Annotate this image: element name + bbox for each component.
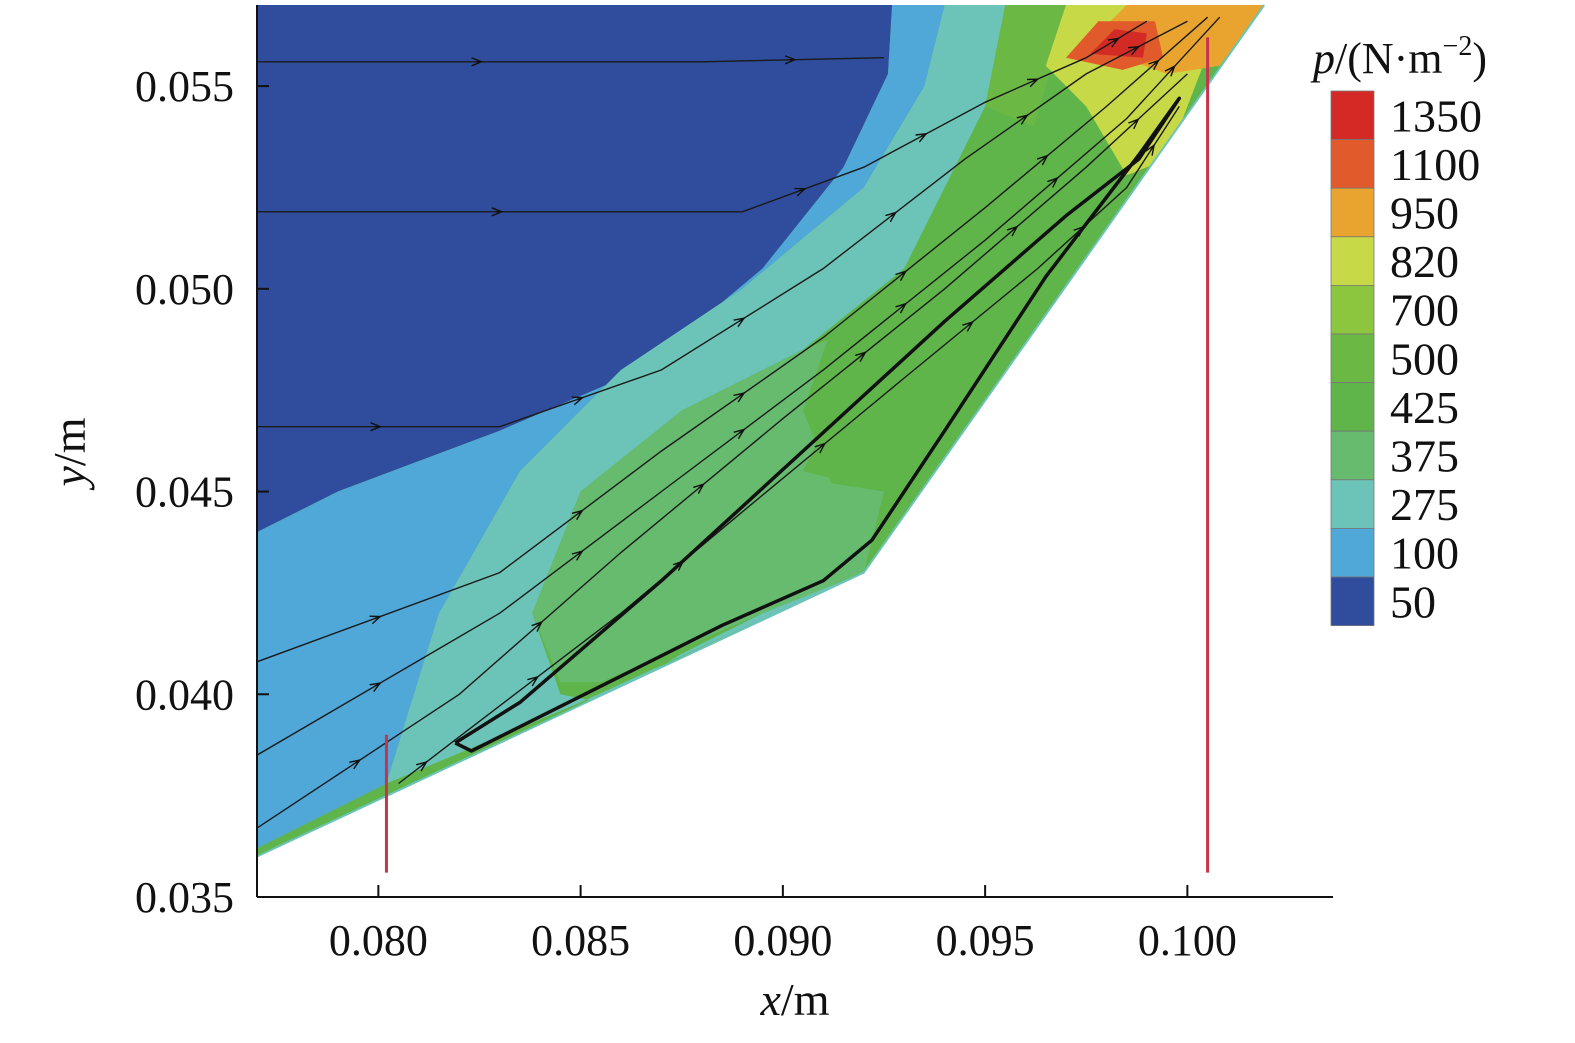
- streamline-5: [257, 16, 1221, 756]
- y-ticks: 0.035 0.040 0.045 0.050 0.055: [135, 62, 269, 922]
- streamline-arrow: [355, 761, 358, 763]
- legend-label-425: 425: [1390, 382, 1459, 433]
- legend-label-500: 500: [1390, 333, 1459, 384]
- streamline-arrow: [422, 763, 425, 765]
- streamline-arrow: [1151, 147, 1153, 150]
- contour-region-275: [386, 5, 1006, 784]
- y-tick-label: 0.045: [135, 468, 234, 517]
- legend-label-820: 820: [1390, 236, 1459, 287]
- streamline-arrow: [891, 214, 894, 217]
- streamline-arrow: [799, 190, 803, 191]
- legend-swatch-375: [1330, 430, 1375, 481]
- streamline-arrow: [1043, 157, 1046, 160]
- streamline-arrow: [537, 623, 540, 626]
- recirculation-loop-layer: [256, 4, 1266, 858]
- streamline-arrow: [375, 617, 379, 618]
- x-tick-label: 0.095: [936, 916, 1035, 965]
- x-tick-label: 0.090: [733, 916, 832, 965]
- streamline-arrow: [1154, 62, 1157, 65]
- legend-swatch-820: [1330, 236, 1375, 286]
- streamline-arrow: [820, 445, 823, 448]
- streamline-arrow: [739, 319, 742, 321]
- x-tick-label: 0.100: [1138, 916, 1237, 965]
- contour-region-425: [803, 78, 1147, 492]
- streamline-arrow: [901, 305, 904, 308]
- contour-region-50: [257, 5, 893, 533]
- y-tick-label: 0.055: [135, 62, 234, 111]
- wall-boundary: [256, 4, 1266, 858]
- streamline-arrow: [739, 394, 742, 396]
- streamline-arrow: [739, 431, 742, 433]
- streamline-arrow: [1113, 40, 1116, 42]
- streamline-arrow: [375, 684, 379, 686]
- x-ticks: 0.080 0.085 0.090 0.095 0.100: [329, 885, 1237, 965]
- y-tick-label: 0.035: [135, 873, 234, 922]
- reference-line-layer: [384, 37, 1210, 873]
- legend-swatch-1350: [1330, 90, 1375, 140]
- legend: p/(N·m−2) 135011009508207005004253752751…: [1310, 31, 1487, 627]
- streamline-arrow: [1012, 228, 1015, 231]
- legend-swatch-1100: [1330, 139, 1375, 189]
- legend-label-700: 700: [1390, 285, 1459, 336]
- legend-label-1100: 1100: [1390, 139, 1480, 190]
- streamline-arrow: [921, 135, 925, 137]
- streamline-4: [257, 16, 1209, 663]
- streamline-arrow: [861, 354, 864, 357]
- streamline-3: [257, 20, 1188, 428]
- y-axis-title: y/m: [44, 417, 95, 490]
- legend-swatch-700: [1330, 284, 1375, 335]
- legend-label-375: 375: [1390, 431, 1459, 482]
- legend-swatch-100: [1330, 528, 1375, 578]
- contour-region-100: [257, 5, 945, 849]
- legend-label-100: 100: [1390, 528, 1459, 579]
- legend-title: p/(N·m−2): [1310, 31, 1487, 83]
- streamline-arrow: [577, 552, 580, 554]
- streamline-arrow: [901, 273, 904, 276]
- legend-label-50: 50: [1390, 576, 1436, 627]
- legend-swatch-425: [1330, 382, 1375, 432]
- axes: [256, 5, 1333, 898]
- legend-swatch-500: [1330, 333, 1375, 383]
- streamline-arrow: [1032, 80, 1036, 82]
- streamline-6: [257, 73, 1188, 829]
- streamline-arrow: [1022, 117, 1025, 119]
- y-tick-label: 0.050: [135, 265, 234, 314]
- legend-label-950: 950: [1390, 188, 1459, 239]
- streamline-arrow: [1171, 68, 1174, 71]
- streamline-arrow: [1053, 179, 1056, 182]
- legend-swatch-275: [1330, 479, 1375, 529]
- streamline-arrow: [968, 323, 971, 326]
- legend-swatch-50: [1330, 576, 1375, 626]
- streamline-1: [257, 57, 885, 63]
- streamline-arrow: [577, 398, 581, 399]
- y-tick-label: 0.040: [135, 670, 234, 719]
- streamline-layer: [257, 16, 1221, 829]
- streamline-arrow: [1133, 48, 1137, 50]
- streamline-arrow: [577, 512, 580, 514]
- legend-label-275: 275: [1390, 479, 1459, 530]
- x-axis-title: x/m: [760, 974, 830, 1025]
- legend-swatch-950: [1330, 187, 1375, 238]
- streamline-arrow: [533, 678, 536, 680]
- recirculation-loop: [454, 96, 1182, 753]
- legend-label-1350: 1350: [1390, 90, 1482, 141]
- x-tick-label: 0.080: [329, 916, 428, 965]
- x-tick-label: 0.085: [531, 916, 630, 965]
- streamline-arrow: [699, 486, 702, 489]
- streamline-arrow: [1134, 121, 1137, 124]
